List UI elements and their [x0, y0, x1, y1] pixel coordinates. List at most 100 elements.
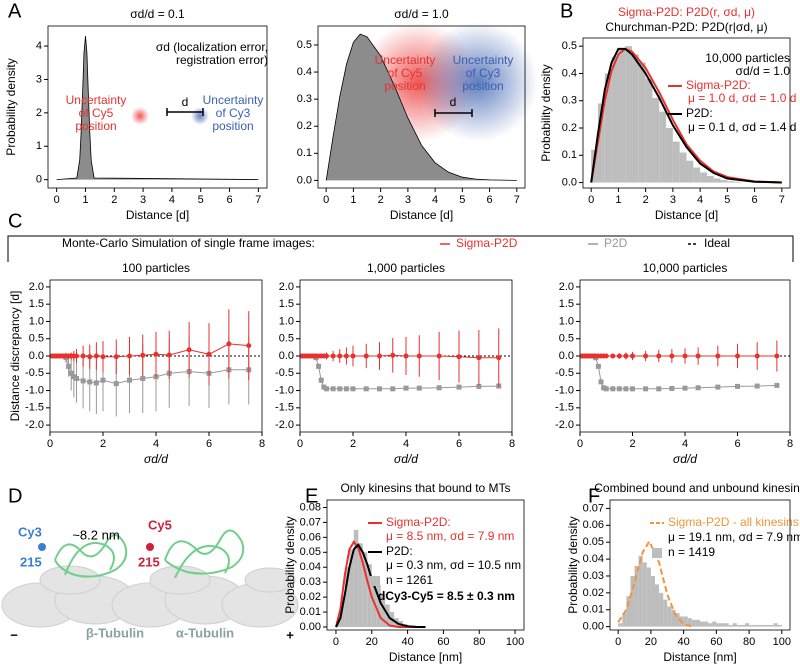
x-axis-label: σd/d [673, 452, 697, 466]
annotation: dCy3-Cy5 = 8.5 ± 0.3 nm [378, 589, 515, 603]
marker [377, 386, 382, 392]
annotation: σd (localization error, [156, 40, 268, 54]
histogram-bar [749, 624, 754, 627]
marker [695, 353, 701, 359]
marker [436, 353, 442, 359]
marker [643, 353, 649, 359]
marker [337, 386, 343, 392]
marker [337, 353, 343, 359]
x-tick-label: 2 [350, 438, 356, 450]
marker [350, 386, 356, 392]
x-tick-label: 4 [403, 438, 409, 450]
y-tick-label: 1.5 [29, 298, 44, 310]
panel-label: F [588, 485, 600, 507]
annotation: position [75, 119, 116, 133]
x-tick-label: 7 [255, 194, 261, 206]
histogram-bar [625, 46, 633, 183]
y-tick-label: 0.5 [297, 39, 312, 51]
histogram-bar [659, 111, 667, 183]
marker [616, 353, 622, 359]
marker [127, 377, 132, 383]
marker [754, 353, 760, 359]
histogram-bar [340, 597, 345, 628]
x-tick-label: 80 [743, 636, 755, 648]
marker [669, 353, 675, 359]
y-tick-label: 1.5 [559, 298, 574, 310]
annotation: of Cy5 [388, 66, 423, 80]
histogram-bar [380, 594, 386, 628]
legend-label: Sigma-P2D - all kinesins: [668, 515, 800, 529]
annotation: μ = 19.1 nm, σd = 7.9 nm [668, 530, 800, 544]
marker [416, 385, 422, 391]
y-tick-label: 0 [36, 174, 42, 186]
marker [610, 386, 616, 392]
scale-bar [166, 108, 204, 116]
y-tick-label: 0.02 [583, 587, 604, 599]
histogram-bar [695, 619, 700, 627]
histogram-bar [376, 585, 381, 628]
fit-line [335, 543, 426, 628]
annotation: position [384, 79, 425, 93]
marker [330, 353, 336, 359]
y-tick-label: 0.1 [562, 149, 577, 161]
histogram-bar [597, 103, 605, 183]
marker [80, 378, 86, 384]
legend-label: Sigma-P2D: [386, 515, 451, 529]
histogram-bar [679, 152, 687, 183]
y-axis-label: Probability density [283, 516, 297, 613]
histogram-bar [663, 599, 668, 627]
y-tick-label: -0.5 [555, 367, 574, 379]
histogram-bar [757, 624, 762, 627]
x-tick-label: 4 [153, 438, 159, 450]
histogram-bar [706, 176, 714, 183]
histogram-bar [630, 575, 635, 627]
axes-frame [582, 37, 791, 189]
x-tick-label: 6 [752, 194, 758, 206]
y-tick-label: -2.0 [25, 419, 44, 431]
marker [74, 353, 79, 359]
histogram-bar [611, 57, 619, 183]
marker [598, 379, 604, 385]
y-tick-label: 1.5 [279, 298, 294, 310]
marker [166, 352, 172, 358]
y-tick-label: 1.0 [279, 315, 294, 327]
y-tick-label: 0.06 [583, 519, 604, 531]
histogram-bar [720, 180, 728, 183]
marker [656, 353, 662, 359]
x-tick-label: 6 [456, 438, 462, 450]
y-axis-label: Probability density [539, 64, 553, 161]
y-tick-label: 0.04 [583, 553, 604, 565]
y-tick-label: 0.0 [29, 350, 44, 362]
x-tick-label: 5 [198, 194, 204, 206]
y-tick-label: -0.5 [25, 367, 44, 379]
x-tick-label: 100 [773, 636, 791, 648]
marker [601, 385, 607, 391]
histogram-bar [687, 618, 692, 627]
y-tick-label: 0.00 [583, 621, 604, 633]
annotation: position [462, 79, 503, 93]
histogram-bar [686, 160, 694, 183]
chart-title: Only kinesins that bound to MTs [340, 481, 510, 495]
x-axis-label: Distance [d] [655, 208, 718, 222]
x-tick-label: 8 [259, 438, 265, 450]
marker [643, 386, 649, 392]
histogram-bar [362, 552, 368, 628]
y-tick-label: 0.4 [297, 66, 312, 78]
marker [476, 355, 482, 361]
annotation: Uncertainty [66, 93, 127, 107]
x-tick-label: 5 [724, 194, 730, 206]
legend-label: n = 1419 [668, 545, 715, 559]
fit-line [590, 47, 782, 184]
plot-area [580, 340, 790, 392]
marker [390, 352, 396, 358]
histogram-bar [632, 54, 639, 183]
chart-title: σd/d = 0.1 [130, 7, 185, 21]
panel-label: C [8, 210, 22, 232]
x-axis-label: Distance [d] [390, 208, 453, 222]
x-tick-label: 3 [405, 194, 411, 206]
axes-frame [609, 499, 791, 631]
x-tick-label: 0 [577, 438, 583, 450]
histogram-bar [675, 613, 680, 627]
y-tick-label: 2.0 [29, 281, 44, 293]
marker [343, 386, 349, 392]
